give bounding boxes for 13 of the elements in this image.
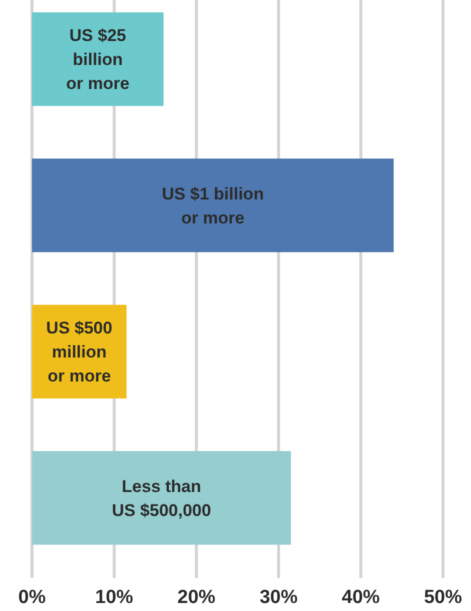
bar: [32, 12, 164, 106]
bar: [32, 451, 291, 545]
x-tick-label: 40%: [342, 587, 380, 608]
x-tick-label: 10%: [95, 587, 134, 608]
bar: [32, 158, 394, 252]
y-tick-label: US $25 billion or more: [66, 26, 130, 93]
y-tick-label: US $1 billion or more: [162, 184, 264, 227]
x-tick-label: 20%: [177, 587, 216, 608]
y-tick-label: Less than US $500,000: [112, 476, 212, 520]
x-tick-label: 30%: [260, 587, 298, 608]
x-tick-label: 50%: [424, 587, 462, 608]
y-tick-label: US $500 million or more: [46, 318, 112, 386]
x-tick-label: 0%: [18, 587, 46, 608]
